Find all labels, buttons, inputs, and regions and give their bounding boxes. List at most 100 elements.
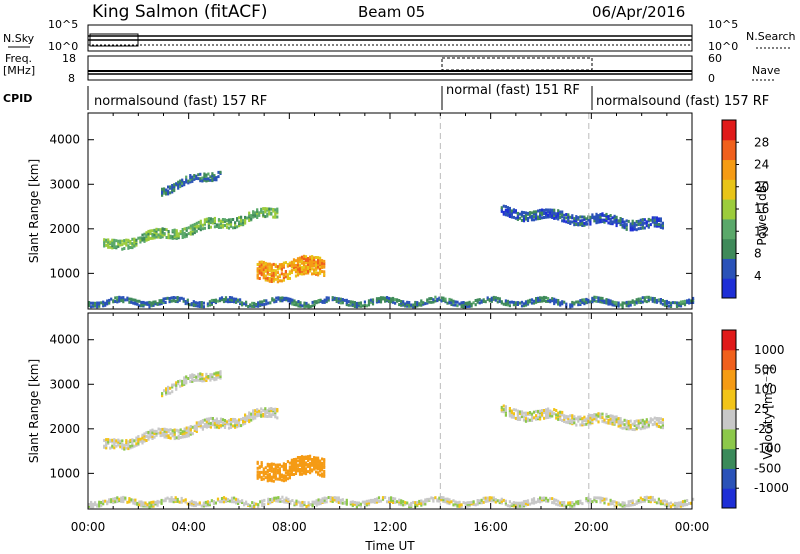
echo-cell: [206, 304, 209, 308]
echo-cell: [518, 501, 522, 505]
echo-cell: [224, 297, 228, 301]
echo-cell: [207, 226, 210, 230]
echo-cell: [235, 299, 238, 303]
echo-cell: [681, 504, 685, 508]
echo-cell: [357, 503, 360, 507]
echo-cell: [170, 299, 173, 303]
echo-cell: [199, 179, 202, 183]
echo-cell: [452, 301, 455, 305]
echo-cell: [321, 270, 324, 274]
echo-cell: [311, 500, 314, 504]
echo-cell: [133, 237, 136, 241]
echo-cell: [222, 496, 226, 500]
nsearch-tick-low: 10^0: [708, 40, 738, 53]
echo-cell: [260, 207, 263, 211]
echo-cell: [274, 476, 277, 479]
colorbar-swatch: [722, 238, 736, 259]
echo-cell: [555, 300, 558, 304]
echo-cell: [256, 473, 259, 477]
echo-cell: [353, 302, 356, 306]
echo-cell: [303, 305, 306, 309]
echo-cell: [173, 430, 176, 434]
echo-cell: [692, 497, 695, 501]
echo-cell: [268, 413, 271, 417]
echo-cell: [438, 496, 441, 500]
echo-cell: [190, 499, 193, 503]
echo-cell: [186, 298, 189, 302]
echo-cell: [276, 211, 279, 215]
echo-cell: [335, 498, 338, 502]
echo-cell: [144, 301, 147, 305]
echo-cell: [161, 433, 164, 437]
echo-cell: [317, 456, 320, 460]
echo-cell: [276, 468, 279, 472]
echo-cell: [339, 301, 342, 305]
echo-cell: [603, 501, 606, 505]
echo-cell: [161, 187, 164, 191]
echo-cell: [266, 415, 269, 418]
echo-cell: [611, 216, 614, 220]
echo-cell: [579, 423, 582, 427]
echo-cell: [526, 417, 530, 421]
echo-cell: [189, 380, 192, 383]
echo-cell: [272, 269, 275, 272]
echo-cell: [641, 420, 644, 424]
echo-cell: [599, 218, 602, 221]
echo-cell: [545, 208, 548, 212]
echo-cell: [677, 301, 681, 305]
echo-cell: [545, 414, 548, 418]
echo-cell: [625, 419, 628, 423]
echo-cell: [234, 221, 237, 225]
echo-cell: [213, 219, 216, 223]
echo-cell: [220, 497, 224, 500]
echo-cell: [591, 216, 594, 220]
echo-cell: [195, 223, 198, 227]
echo-cell: [244, 416, 247, 420]
date-title: 06/Apr/2016: [592, 3, 685, 21]
echo-cell: [599, 213, 602, 216]
echo-cell: [355, 501, 358, 505]
echo-cell: [107, 245, 110, 249]
echo-cell: [209, 221, 212, 225]
echo-cell: [291, 298, 294, 302]
echo-cell: [311, 468, 314, 472]
echo-cell: [303, 301, 306, 305]
echo-cell: [262, 210, 265, 214]
echo-cell: [317, 263, 320, 266]
echo-cell: [285, 498, 288, 502]
echo-cell: [165, 428, 168, 432]
echo-cell: [555, 502, 558, 506]
echo-cell: [161, 394, 164, 398]
echo-cell: [661, 226, 664, 230]
echo-cell: [396, 500, 399, 504]
echo-cell: [213, 178, 216, 182]
echo-cell: [300, 472, 304, 476]
echo-cell: [518, 504, 522, 508]
echo-cell: [649, 218, 652, 222]
echo-cell: [168, 300, 171, 304]
echo-cell: [164, 499, 167, 503]
echo-cell: [347, 303, 350, 307]
echo-cell: [205, 372, 208, 376]
site-title: King Salmon (fitACF): [92, 2, 268, 22]
echo-cell: [597, 220, 600, 224]
echo-cell: [139, 439, 142, 443]
echo-cell: [135, 438, 138, 442]
echo-cell: [549, 214, 552, 218]
echo-cell: [217, 175, 220, 179]
echo-cell: [279, 299, 282, 303]
echo-cell: [553, 501, 556, 505]
echo-cell: [248, 213, 251, 217]
echo-cell: [115, 245, 118, 249]
echo-cell: [272, 475, 275, 479]
freq-tick-low: 8: [68, 72, 75, 85]
echo-cell: [165, 430, 168, 433]
echo-cell: [278, 266, 281, 270]
echo-cell: [195, 428, 198, 431]
echo-cell: [279, 296, 282, 300]
echo-cell: [331, 496, 334, 500]
echo-cell: [337, 300, 340, 304]
echo-cell: [516, 503, 519, 507]
echo-cell: [595, 215, 598, 219]
echo-cell: [559, 412, 562, 416]
